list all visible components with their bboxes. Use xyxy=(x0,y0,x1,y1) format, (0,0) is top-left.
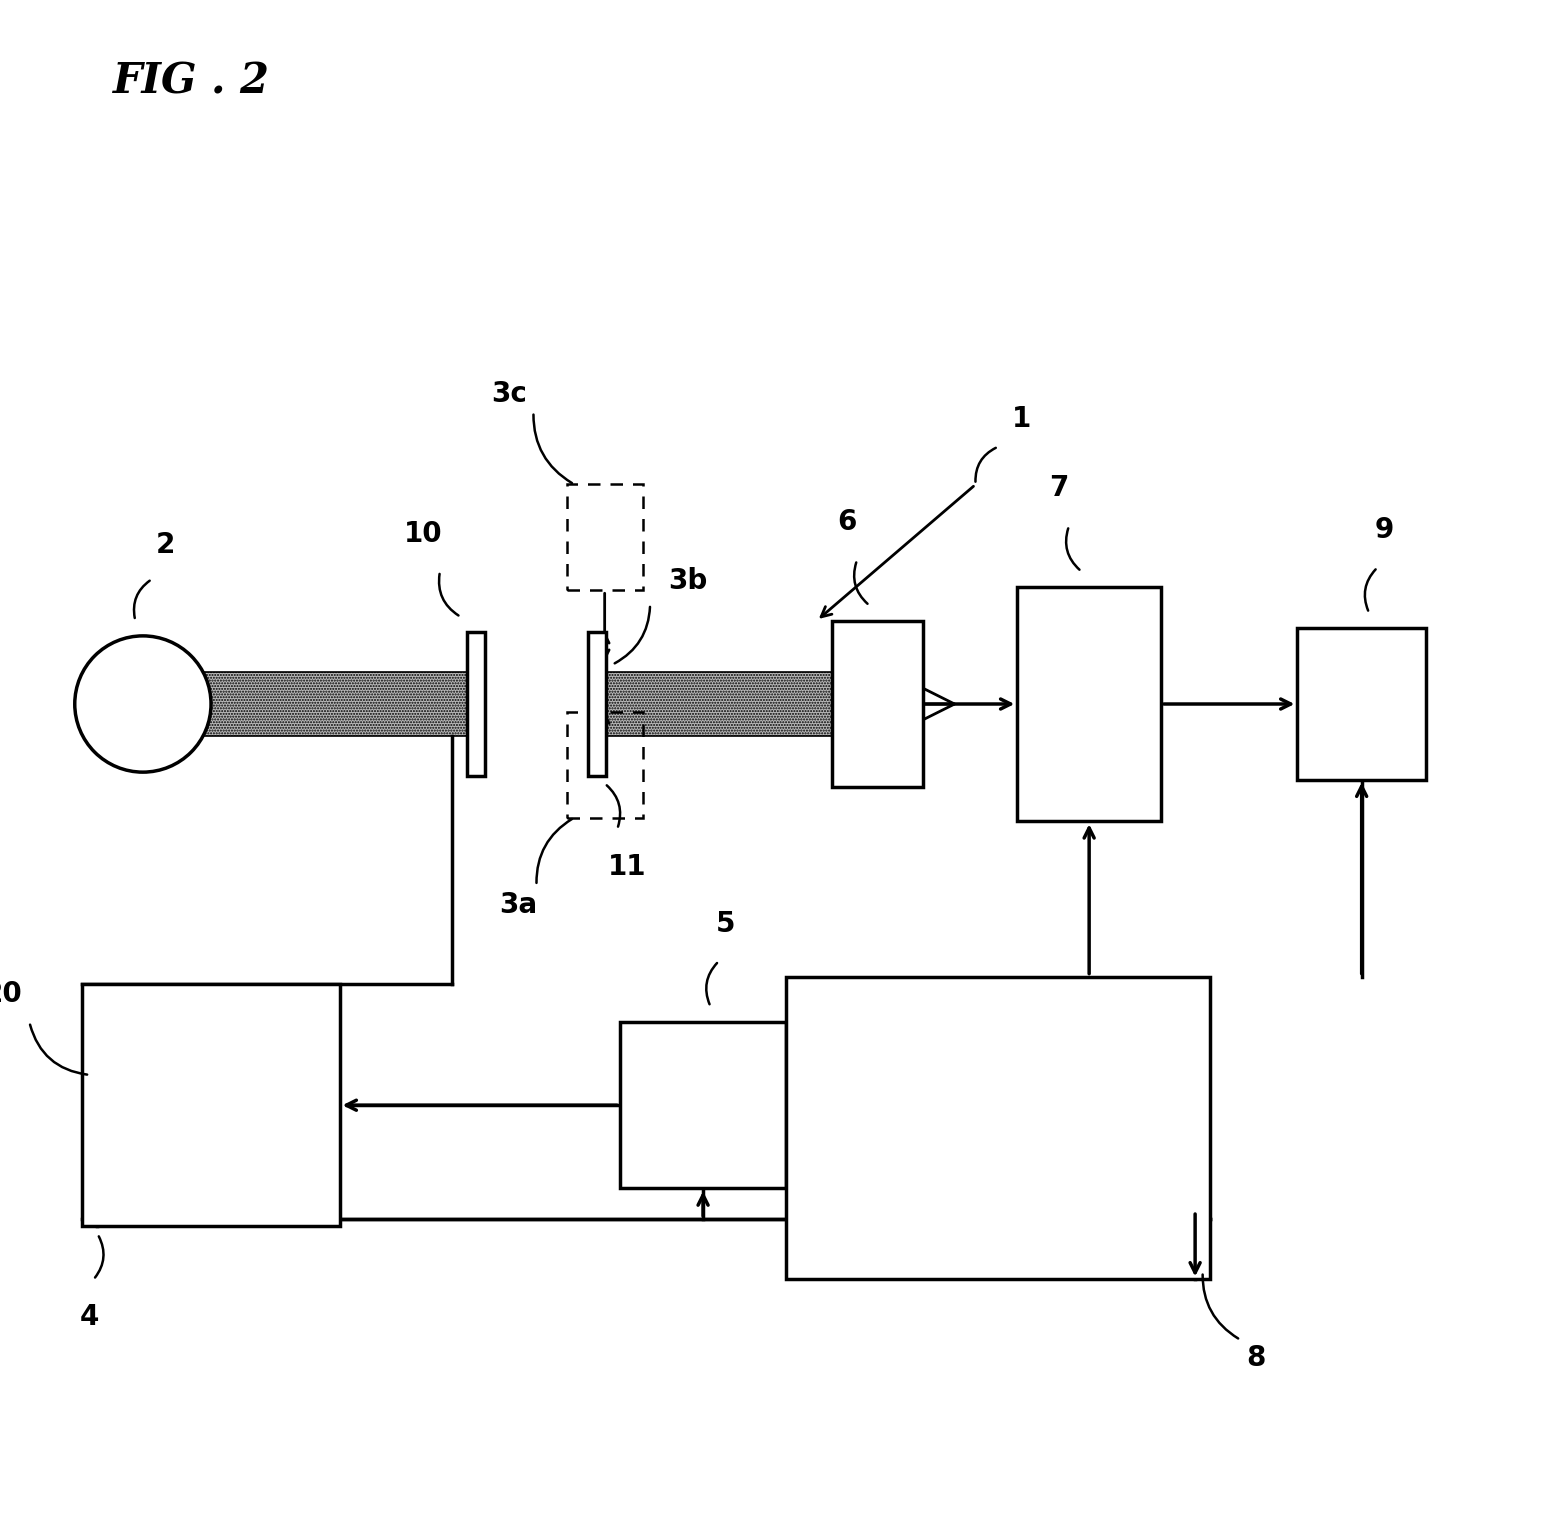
Text: 4: 4 xyxy=(81,1304,99,1331)
Bar xyxy=(467,633,486,775)
Bar xyxy=(566,712,643,818)
Text: 6: 6 xyxy=(837,509,857,536)
Bar xyxy=(787,977,1211,1279)
Bar xyxy=(1017,586,1161,821)
Bar xyxy=(566,484,643,590)
Circle shape xyxy=(74,636,211,772)
Bar xyxy=(1297,628,1426,780)
Text: 5: 5 xyxy=(715,910,736,937)
Text: 2: 2 xyxy=(155,531,175,559)
Text: FIG . 2: FIG . 2 xyxy=(113,61,270,103)
Bar xyxy=(588,633,607,775)
Bar xyxy=(203,672,476,736)
Bar xyxy=(619,1022,787,1188)
Text: 3a: 3a xyxy=(500,892,537,919)
Text: 7: 7 xyxy=(1049,474,1068,503)
Text: 1: 1 xyxy=(1012,404,1031,433)
Bar xyxy=(598,672,832,736)
Text: 11: 11 xyxy=(608,852,647,881)
Text: 20: 20 xyxy=(0,980,23,1008)
Text: 9: 9 xyxy=(1375,516,1394,544)
Bar xyxy=(832,621,922,787)
Bar xyxy=(82,984,340,1226)
Text: 8: 8 xyxy=(1246,1344,1265,1372)
Text: 3c: 3c xyxy=(492,380,528,407)
Text: 3b: 3b xyxy=(669,568,708,595)
Text: 10: 10 xyxy=(404,519,442,548)
